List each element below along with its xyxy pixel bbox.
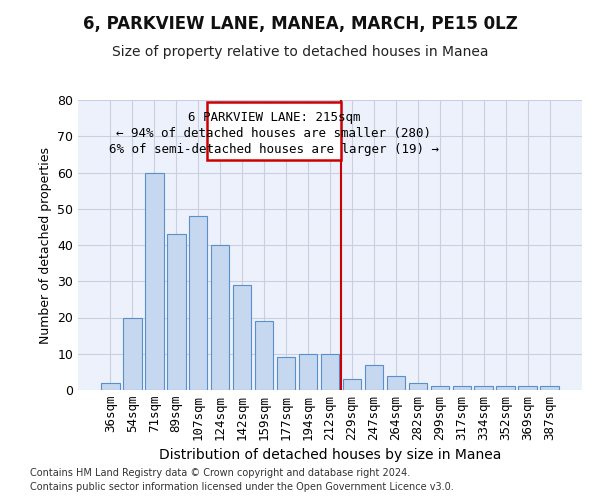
Bar — [320, 354, 340, 390]
Bar — [386, 376, 405, 390]
Bar — [409, 383, 427, 390]
Y-axis label: Number of detached properties: Number of detached properties — [38, 146, 52, 344]
Bar — [167, 234, 185, 390]
Text: 6 PARKVIEW LANE: 215sqm: 6 PARKVIEW LANE: 215sqm — [188, 111, 360, 124]
Bar — [452, 386, 471, 390]
Bar — [277, 358, 295, 390]
Bar — [343, 379, 361, 390]
Bar — [101, 383, 119, 390]
X-axis label: Distribution of detached houses by size in Manea: Distribution of detached houses by size … — [159, 448, 501, 462]
Bar — [299, 354, 317, 390]
Bar — [431, 386, 449, 390]
Bar — [518, 386, 537, 390]
Bar — [189, 216, 208, 390]
Text: 6, PARKVIEW LANE, MANEA, MARCH, PE15 0LZ: 6, PARKVIEW LANE, MANEA, MARCH, PE15 0LZ — [83, 15, 517, 33]
Bar — [207, 102, 341, 160]
Bar — [541, 386, 559, 390]
Bar — [123, 318, 142, 390]
Bar — [475, 386, 493, 390]
Text: Size of property relative to detached houses in Manea: Size of property relative to detached ho… — [112, 45, 488, 59]
Text: 6% of semi-detached houses are larger (19) →: 6% of semi-detached houses are larger (1… — [109, 144, 439, 156]
Bar — [496, 386, 515, 390]
Text: ← 94% of detached houses are smaller (280): ← 94% of detached houses are smaller (28… — [116, 127, 431, 140]
Bar — [211, 245, 229, 390]
Bar — [145, 172, 164, 390]
Bar — [233, 285, 251, 390]
Text: Contains public sector information licensed under the Open Government Licence v3: Contains public sector information licen… — [30, 482, 454, 492]
Bar — [365, 364, 383, 390]
Text: Contains HM Land Registry data © Crown copyright and database right 2024.: Contains HM Land Registry data © Crown c… — [30, 468, 410, 477]
Bar — [255, 321, 274, 390]
